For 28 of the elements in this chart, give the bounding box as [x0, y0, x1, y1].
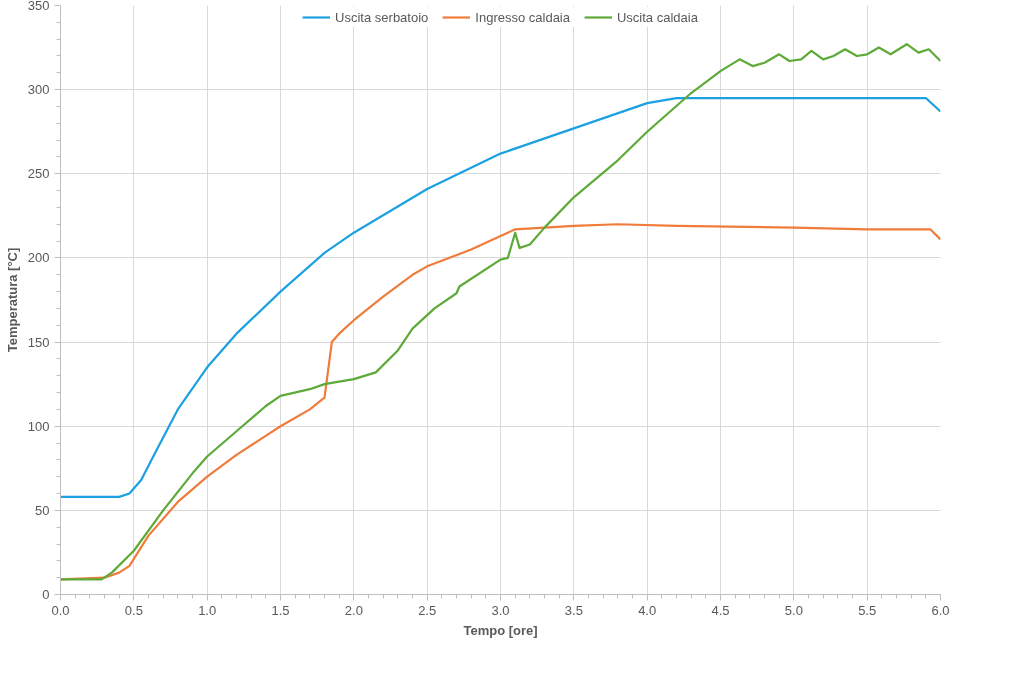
x-tick-label: 2.5 [418, 602, 437, 618]
x-tick-label: 5.5 [858, 602, 877, 618]
y-tick-label: 0 [42, 587, 50, 602]
y-tick-label: 200 [27, 250, 50, 266]
x-tick-label: 2.0 [344, 602, 363, 618]
legend-label: Uscita serbatoio [335, 9, 429, 25]
y-axis-title: Temperatura [°C] [4, 247, 20, 353]
line-series [60, 96, 941, 498]
x-tick-label: 3.0 [491, 602, 510, 618]
x-tick-label: 0.5 [124, 602, 143, 618]
y-tick-label: 350 [27, 0, 50, 13]
line-series [60, 43, 941, 581]
y-tick-label: 100 [27, 418, 50, 434]
x-tick-label: 4.5 [711, 602, 730, 618]
x-tick-label: 0.0 [51, 602, 70, 618]
x-tick-label: 3.5 [564, 602, 583, 618]
x-tick-label: 1.0 [198, 602, 217, 618]
x-tick-label: 1.5 [271, 602, 290, 618]
y-tick-label: 150 [27, 334, 50, 350]
legend-label: Uscita caldaia [616, 9, 698, 25]
y-tick-label: 300 [27, 82, 50, 98]
x-tick-label: 4.0 [638, 602, 657, 618]
legend-label: Ingresso caldaia [475, 9, 570, 25]
x-axis-title: Tempo [ore] [463, 622, 538, 638]
x-tick-label: 6.0 [931, 602, 950, 618]
y-tick-label: 250 [27, 166, 50, 182]
y-tick-label: 50 [35, 502, 50, 518]
x-tick-label: 5.0 [784, 602, 803, 618]
